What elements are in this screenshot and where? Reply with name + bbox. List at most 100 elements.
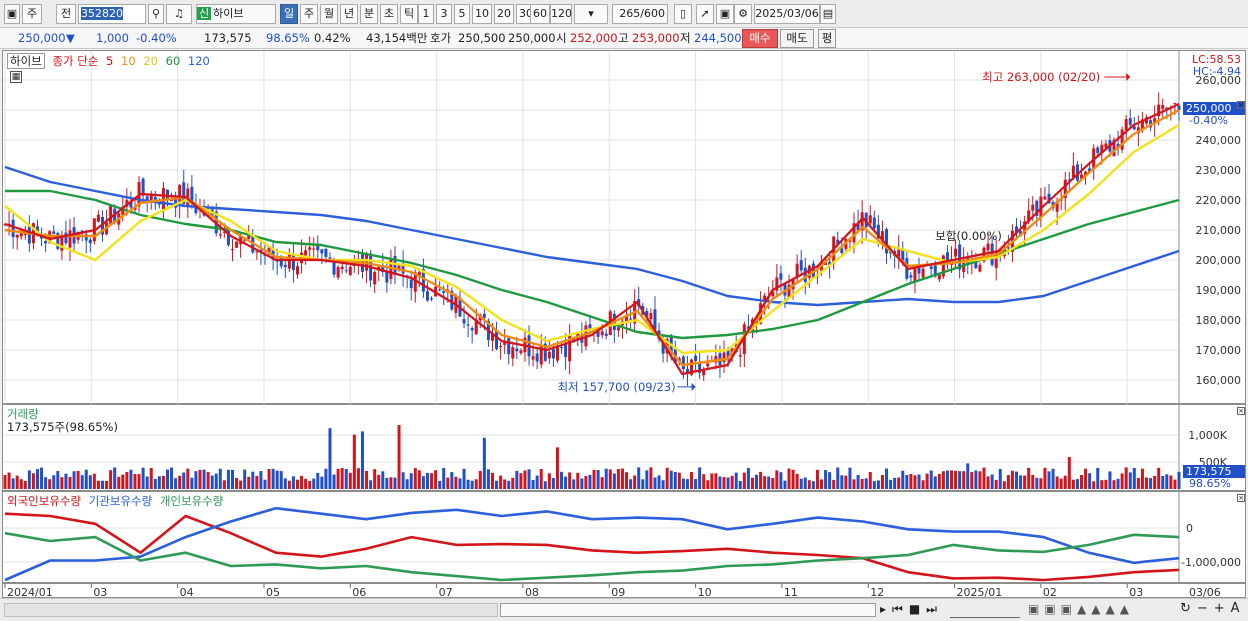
volume-bar: [604, 468, 608, 489]
volume-bar: [190, 477, 194, 489]
count-input[interactable]: 265/600: [612, 4, 668, 24]
minute-60-button[interactable]: 60: [530, 4, 550, 24]
scroll-bar[interactable]: ▸⏮■⏭ ▣▣▣▲▲▲▲ ↻−+A: [0, 598, 1248, 621]
volume-bar: [247, 476, 251, 489]
volume-bar: [568, 472, 572, 489]
x-tick-label: 08: [525, 586, 539, 599]
holdings-chart[interactable]: 0 -1,000,000: [3, 492, 1247, 584]
period-tick-tab[interactable]: 틱: [400, 4, 418, 24]
volume-bar: [259, 471, 263, 489]
zoom-controls-icon[interactable]: ↻−+A: [1180, 601, 1246, 616]
x-tick-label: 10: [698, 586, 712, 599]
volume-bar: [864, 478, 868, 489]
speaker-icon[interactable]: ♫: [166, 4, 192, 24]
volume-bar: [1120, 473, 1124, 489]
volume-bar: [787, 468, 791, 489]
volume-bar: [560, 471, 564, 489]
volume-bar: [308, 481, 312, 489]
custom-period-select[interactable]: ▾: [574, 4, 608, 24]
volume-bar: [685, 479, 689, 489]
save-icon[interactable]: ▣: [716, 4, 734, 24]
volume-bar: [730, 475, 734, 489]
stock-code-input[interactable]: 352820: [78, 4, 146, 24]
volume-bar: [523, 470, 527, 489]
period-mode-select[interactable]: 주: [22, 4, 42, 24]
volume-pane-close-icon[interactable]: ×: [1237, 407, 1245, 415]
layout-icon[interactable]: ▣: [4, 4, 20, 24]
calendar-icon[interactable]: ▤: [820, 4, 836, 24]
volume-ratio: 98.65%: [266, 31, 310, 45]
candle-body: [1161, 104, 1165, 109]
scroll-thumb[interactable]: [500, 603, 876, 617]
volume-bar: [44, 477, 48, 489]
date-input[interactable]: 2025/03/06: [754, 4, 820, 24]
scroll-track[interactable]: [4, 603, 498, 617]
minute-5-button[interactable]: 5: [454, 4, 470, 24]
volume-bar: [222, 480, 226, 489]
stock-name-field[interactable]: 신 하이브: [196, 4, 276, 24]
zoom-slider[interactable]: [950, 602, 1020, 618]
price-tick-label: 220,000: [1196, 194, 1242, 207]
minute-10-button[interactable]: 10: [472, 4, 492, 24]
gear-icon[interactable]: ⚙: [734, 4, 752, 24]
low-annotation: 최저 157,700 (09/23): [557, 380, 675, 394]
candle-type-icon[interactable]: ▯: [674, 4, 692, 24]
minute-120-button[interactable]: 120: [550, 4, 572, 24]
volume-bar: [389, 477, 393, 489]
candle-body: [267, 247, 271, 254]
candle-body: [588, 324, 592, 330]
candle-body: [852, 223, 856, 243]
table-icon[interactable]: ▦: [10, 71, 22, 83]
minute-3-button[interactable]: 3: [436, 4, 452, 24]
draw-tool-icon[interactable]: ➚: [696, 4, 714, 24]
period-day-tab[interactable]: 일: [280, 4, 298, 24]
candle-body: [645, 310, 649, 317]
volume-pane[interactable]: 1,000K 500K 거래량 173,575주(98.65%) × 173,57…: [2, 404, 1247, 492]
candle-body: [945, 252, 949, 263]
volume-bar: [876, 480, 880, 489]
volume-bar: [1027, 467, 1031, 489]
x-tick-label: 2024/01: [7, 586, 53, 599]
candle-body: [568, 335, 572, 362]
volume-bar: [694, 479, 698, 489]
candle-body: [1071, 165, 1075, 178]
x-tick-label: 2025/01: [957, 586, 1003, 599]
search-icon[interactable]: ⚲: [148, 4, 164, 24]
eval-button[interactable]: 평: [818, 29, 836, 48]
candle-body: [799, 260, 803, 271]
foreign-holdings-line: [4, 512, 1180, 582]
candle-body: [1145, 117, 1149, 124]
volume-bar: [202, 469, 206, 489]
sell-button[interactable]: 매도: [780, 29, 814, 48]
x-tick-label: 02: [1043, 586, 1057, 599]
period-second-tab[interactable]: 초: [380, 4, 398, 24]
volume-bar: [750, 477, 754, 489]
period-week-tab[interactable]: 주: [300, 4, 318, 24]
volume-bar: [1165, 474, 1169, 489]
candle-body: [661, 342, 665, 354]
buy-button[interactable]: 매수: [742, 29, 778, 48]
view-tool-icons[interactable]: ▣▣▣▲▲▲▲: [1028, 602, 1134, 616]
pane-close-icon[interactable]: ×: [1237, 101, 1245, 109]
price-chart[interactable]: 160,000 170,000 180,000 190,000 200,000 210,0…: [3, 51, 1247, 405]
period-year-tab[interactable]: 년: [340, 4, 358, 24]
period-minute-tab[interactable]: 분: [360, 4, 378, 24]
price-pane[interactable]: 160,000 170,000 180,000 190,000 200,000 210,0…: [2, 50, 1247, 405]
volume-bar: [836, 467, 840, 489]
minute-1-button[interactable]: 1: [418, 4, 434, 24]
volume-bar: [515, 470, 519, 489]
scroll-nav-buttons[interactable]: ▸⏮■⏭: [880, 602, 943, 616]
candle-body: [885, 229, 889, 254]
holdings-pane[interactable]: 0 -1,000,000 외국인보유수량 기관보유수량 개인보유수량 ×: [2, 491, 1247, 584]
candle-body: [535, 353, 539, 362]
period-month-tab[interactable]: 월: [320, 4, 338, 24]
volume-bar: [576, 472, 580, 489]
candle-body: [413, 272, 417, 292]
quote-bar: 250,000 ▼ 1,000 -0.40% 173,575 98.65% 0.…: [0, 28, 1248, 49]
minute-20-button[interactable]: 20: [494, 4, 514, 24]
candle-body: [702, 369, 706, 376]
volume-bar: [600, 477, 604, 489]
prev-button[interactable]: 전: [56, 4, 76, 24]
holdings-pane-close-icon[interactable]: ×: [1237, 494, 1245, 502]
